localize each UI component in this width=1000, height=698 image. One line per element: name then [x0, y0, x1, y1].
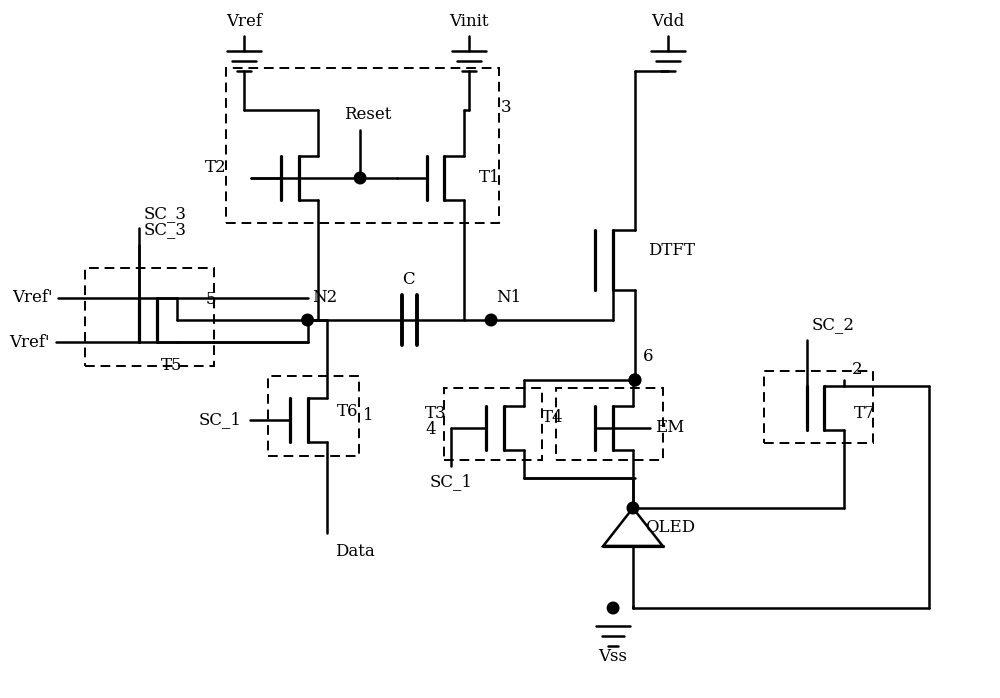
Text: Vref: Vref [226, 13, 262, 30]
Text: Vss: Vss [599, 648, 628, 665]
Text: 4: 4 [426, 422, 437, 438]
Text: SC_1: SC_1 [199, 412, 242, 429]
Circle shape [629, 374, 641, 386]
Text: T4: T4 [542, 410, 563, 426]
Text: T2: T2 [205, 160, 226, 177]
Circle shape [485, 314, 497, 326]
Text: Vref': Vref' [9, 334, 50, 350]
Text: OLED: OLED [645, 519, 695, 535]
Text: 1: 1 [363, 408, 374, 424]
Text: 3: 3 [501, 100, 512, 117]
Text: T7: T7 [854, 405, 876, 422]
Text: Data: Data [335, 543, 375, 560]
Text: N2: N2 [313, 289, 338, 306]
Text: DTFT: DTFT [648, 242, 695, 258]
Text: Vinit: Vinit [450, 13, 489, 30]
Text: SC_3: SC_3 [144, 221, 187, 238]
Text: Vref': Vref' [12, 290, 53, 306]
Circle shape [354, 172, 366, 184]
Circle shape [302, 314, 313, 326]
Circle shape [627, 502, 639, 514]
Circle shape [629, 374, 641, 386]
Text: SC_2: SC_2 [812, 316, 855, 333]
Text: Reset: Reset [344, 106, 392, 123]
Text: C: C [402, 271, 415, 288]
Text: Vdd: Vdd [651, 13, 684, 30]
Text: SC_1: SC_1 [430, 473, 473, 490]
Text: 2: 2 [852, 361, 863, 378]
Text: T3: T3 [425, 405, 446, 422]
Text: 6: 6 [643, 348, 653, 365]
Text: SC_3: SC_3 [144, 205, 187, 222]
Text: T1: T1 [479, 170, 501, 186]
Text: N1: N1 [496, 289, 521, 306]
Circle shape [607, 602, 619, 614]
Text: T5: T5 [161, 357, 182, 374]
Text: T6: T6 [337, 403, 359, 420]
Text: 5: 5 [206, 291, 216, 308]
Text: EM: EM [655, 419, 684, 436]
